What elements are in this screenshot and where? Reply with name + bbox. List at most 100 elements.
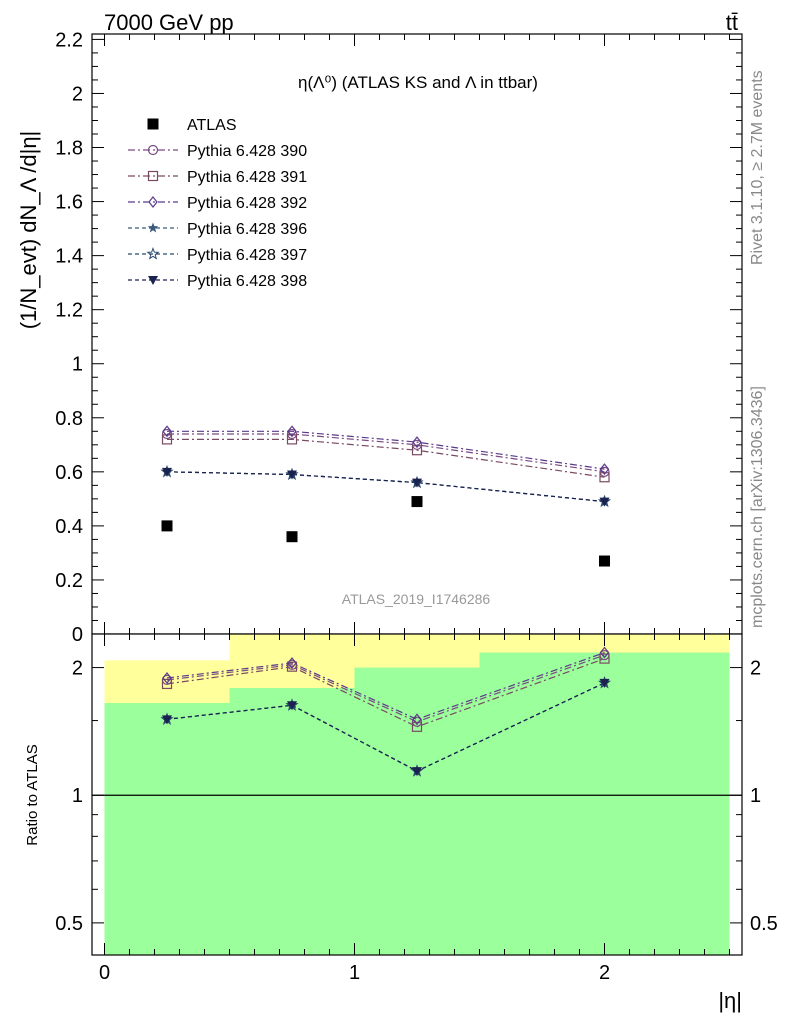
legend-marker-0	[147, 118, 159, 130]
main-point-s2-3	[599, 472, 610, 483]
legend-label-0: ATLAS	[187, 117, 237, 134]
ratio-panel-series-lines	[166, 652, 605, 772]
ratio-point-s1-2	[411, 721, 423, 732]
ratio-point-s1-1	[286, 661, 298, 672]
main-y-tick-label-9: 1.8	[55, 138, 83, 160]
legend-label-5: Pythia 6.428 397	[187, 247, 307, 264]
header-right-label: tt̄	[726, 10, 738, 35]
mcplots-label: mcplots.cern.ch [arXiv:1306.3436]	[749, 386, 766, 628]
ratio-point-s2-0	[162, 672, 172, 684]
ratio-green-band-1	[229, 688, 355, 955]
main-point-s6-3	[599, 497, 610, 507]
main-y-tick-label-2: 0.4	[55, 516, 83, 538]
main-y-tick-label-0: 0	[72, 624, 83, 646]
ratio-point-s2-1	[287, 657, 297, 669]
main-point-s1-3	[599, 466, 610, 477]
main-panel-series-lines	[166, 430, 605, 503]
ratio-y-tick-label-right-0: 0.5	[750, 913, 778, 935]
main-y-tick-label-3: 0.6	[55, 462, 83, 484]
main-point-s0-0	[161, 520, 173, 532]
ratio-series-line-5	[166, 682, 605, 772]
main-point-s3-3	[599, 463, 610, 476]
ratio-y-tick-label-right-1: 1	[750, 785, 761, 807]
ratio-point-s2-3	[599, 646, 610, 659]
rivet-version-label: Rivet 3.1.10, ≥ 2.7M events	[749, 70, 766, 265]
main-point-s0-2	[411, 496, 423, 508]
main-series-line-6	[166, 471, 605, 503]
main-series-line-2	[167, 438, 605, 478]
main-point-s3-0	[162, 425, 172, 438]
main-plot-area	[92, 34, 742, 634]
ratio-y-tick-label-right-2: 2	[750, 658, 761, 680]
legend-marker-6	[148, 276, 158, 285]
ratio-point-s5-3	[599, 678, 610, 688]
ratio-panel-markers	[160, 646, 612, 777]
legend-label-4: Pythia 6.428 396	[187, 221, 307, 238]
legend-label-2: Pythia 6.428 391	[187, 169, 307, 186]
legend-marker-5	[146, 247, 160, 260]
main-point-s0-1	[286, 531, 298, 543]
legend-label-3: Pythia 6.428 392	[187, 195, 307, 212]
legend-marker-3	[148, 196, 158, 208]
main-point-s1-2	[411, 439, 423, 450]
ratio-series-line-0	[166, 654, 605, 723]
ratio-y-tick-label-left-1: 1	[72, 785, 83, 807]
main-y-tick-label-6: 1.2	[55, 300, 83, 322]
legend-label-1: Pythia 6.428 390	[187, 143, 307, 160]
main-point-s0-3	[599, 555, 610, 567]
ratio-frame	[91, 633, 743, 956]
main-panel-markers	[160, 425, 612, 567]
ratio-point-s5-1	[287, 701, 297, 711]
ratio-point-s1-0	[161, 678, 173, 690]
ratio-green-band-3	[479, 652, 730, 955]
main-y-tick-label-8: 1.6	[55, 192, 83, 214]
main-point-s6-0	[162, 467, 172, 477]
main-y-tick-label-4: 0.8	[55, 408, 83, 430]
main-y-tick-label-5: 1	[72, 354, 83, 376]
x-axis-label: |η|	[718, 988, 742, 1013]
ratio-series-line-2	[166, 652, 605, 720]
main-y-tick-label-1: 0.2	[55, 570, 83, 592]
legend: ATLAS Pythia 6.428 390 Pythia 6.428 391 Pyt…	[128, 117, 307, 290]
main-point-s2-2	[411, 445, 423, 456]
x-tick-label-2: 2	[599, 962, 610, 984]
main-point-s1-1	[286, 428, 298, 440]
ratio-point-s1-3	[599, 653, 610, 664]
main-title: η(Λ⁰) (ATLAS KS and Λ in ttbar)	[298, 73, 538, 92]
main-y-tick-label-7: 1.4	[55, 246, 83, 268]
main-y-axis-label: (1/N_evt) dN_Λ /d|η|	[16, 131, 41, 330]
ratio-y-tick-label-left-0: 0.5	[55, 913, 83, 935]
main-series-line-3	[167, 430, 605, 470]
x-tick-label-0: 0	[99, 962, 110, 984]
main-point-s2-0	[161, 434, 173, 445]
ratio-y-axis-label: Ratio to ATLAS	[24, 744, 41, 845]
main-panel-background	[92, 34, 742, 634]
ratio-series-line-1	[166, 658, 605, 728]
main-point-s1-0	[161, 428, 173, 440]
ratio-y-tick-label-left-2: 2	[72, 658, 83, 680]
ratio-point-s5-2	[412, 767, 422, 777]
main-point-s3-2	[412, 436, 422, 449]
ratio-panel-bands	[92, 634, 742, 955]
ratio-point-s2-2	[412, 713, 422, 726]
main-point-s2-1	[286, 434, 298, 445]
legend-marker-1	[147, 144, 159, 156]
main-y-tick-label-11: 2.2	[55, 29, 83, 51]
main-panel-labels: η(Λ⁰) (ATLAS KS and Λ in ttbar) ATLAS_20…	[16, 73, 538, 607]
legend-marker-2	[147, 170, 159, 182]
main-y-tick-label-10: 2	[72, 83, 83, 105]
ratio-point-s5-0	[162, 715, 172, 725]
main-point-s6-1	[287, 470, 297, 480]
main-series-line-1	[167, 433, 605, 473]
main-point-s3-1	[287, 425, 297, 438]
legend-label-6: Pythia 6.428 398	[187, 273, 307, 290]
analysis-id-label: ATLAS_2019_I1746286	[342, 591, 491, 607]
ratio-green-band-2	[354, 667, 480, 955]
ratio-green-band-0	[104, 703, 230, 955]
x-tick-label-1: 1	[349, 962, 360, 984]
ratio-panel-axes: 0.5 0.5 1 1 2 2 0 1 2	[55, 633, 778, 984]
legend-marker-4	[147, 222, 159, 233]
header-left-label: 7000 GeV pp	[104, 10, 234, 35]
main-point-s6-2	[412, 478, 422, 488]
